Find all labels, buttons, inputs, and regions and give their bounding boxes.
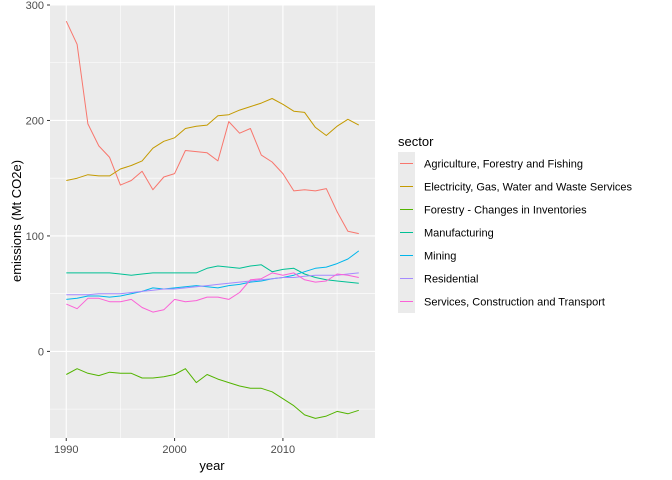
y-tick-label: 0 <box>38 346 44 358</box>
series-line-electricity-gas-water-and-waste-services <box>66 98 360 181</box>
y-axis-title: emissions (Mt CO2e) <box>9 160 24 282</box>
series-line-forestry-changes-in-inventories <box>66 368 359 419</box>
legend-label: Mining <box>424 251 456 263</box>
x-axis-title: year <box>199 458 225 473</box>
minor-gridlines <box>50 5 375 438</box>
series-line-residential <box>66 272 359 296</box>
legend-title: sector <box>398 134 434 149</box>
legend-label: Agriculture, Forestry and Fishing <box>424 159 583 171</box>
legend-label: Electricity, Gas, Water and Waste Servic… <box>424 182 633 194</box>
y-tick-label: 200 <box>26 115 44 127</box>
legend-label: Residential <box>424 274 478 286</box>
x-tick-label: 1990 <box>54 444 78 456</box>
y-tick-label: 300 <box>26 0 44 12</box>
legend-label: Services, Construction and Transport <box>424 297 605 309</box>
y-tick-label: 100 <box>26 231 44 243</box>
x-axis: 1990 2000 2010 <box>54 438 295 456</box>
series-lines <box>65 20 360 419</box>
y-axis: 0 100 200 300 <box>26 0 50 358</box>
panel-background <box>50 5 375 438</box>
x-tick-label: 2010 <box>271 444 295 456</box>
x-tick-label: 2000 <box>162 444 186 456</box>
series-line-mining <box>66 250 360 300</box>
legend-label: Forestry - Changes in Inventories <box>424 205 587 217</box>
legend-label: Manufacturing <box>424 228 494 240</box>
series-line-agriculture-forestry-and-fishing <box>65 20 359 235</box>
series-line-services-construction-and-transport <box>66 272 359 313</box>
legend: Agriculture, Forestry and Fishing Electri… <box>398 152 633 313</box>
